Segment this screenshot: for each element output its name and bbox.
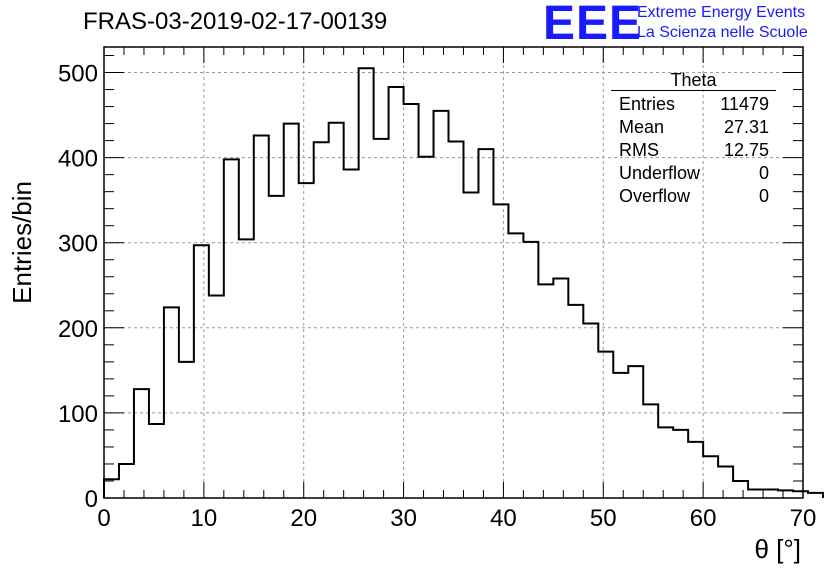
chart-title: FRAS-03-2019-02-17-00139 — [83, 8, 388, 35]
y-tick-label: 400 — [58, 146, 98, 173]
stats-row-underflow: Underflow 0 — [611, 162, 776, 185]
stats-value: 0 — [758, 186, 769, 206]
stats-row-overflow: Overflow 0 — [611, 185, 776, 208]
stats-value: 12.75 — [723, 140, 769, 160]
eee-caption-line-1: Extreme Energy Events — [637, 4, 806, 21]
axis-ticks — [103, 47, 804, 499]
x-tick-label: 30 — [390, 505, 417, 532]
stats-box: Theta Entries 11479 Mean 27.31 RMS 12.75… — [611, 70, 776, 208]
stats-row-mean: Mean 27.31 — [611, 116, 776, 139]
x-tick-label: 60 — [690, 505, 717, 532]
stats-value: 11479 — [720, 94, 769, 114]
y-tick-label: 0 — [85, 486, 98, 513]
y-tick-label: 100 — [58, 401, 98, 428]
x-tick-label: 40 — [490, 505, 517, 532]
x-tick-label: 0 — [97, 505, 110, 532]
stats-value: 0 — [758, 163, 769, 183]
stats-row-entries: Entries 11479 — [611, 93, 776, 116]
x-tick-label: 70 — [790, 505, 817, 532]
stats-label: Underflow — [619, 163, 701, 183]
y-tick-label: 300 — [58, 231, 98, 258]
x-tick-label: 50 — [590, 505, 617, 532]
grid-lines — [104, 47, 803, 498]
stats-value: 27.31 — [723, 117, 769, 137]
x-axis-title: θ [°] — [754, 534, 801, 564]
y-tick-label: 200 — [58, 316, 98, 343]
plot-frame — [103, 46, 804, 499]
y-axis-title: Entries/bin — [7, 181, 37, 304]
eee-caption-line-2: La Scienza nelle Scuole — [637, 24, 808, 41]
tick-labels: 0 10 20 30 40 50 60 70 0 100 200 300 400 500 — [58, 61, 816, 532]
x-tick-label: 10 — [191, 505, 218, 532]
stats-title: Theta — [670, 70, 717, 90]
eee-logo: EEE — [543, 0, 643, 50]
stats-label: Mean — [619, 117, 665, 137]
y-tick-label: 500 — [58, 61, 98, 88]
stats-label: Entries — [619, 94, 676, 114]
stats-label: Overflow — [619, 186, 691, 206]
eee-caption: Extreme Energy Events La Scienza nelle S… — [637, 3, 808, 43]
histogram-series — [103, 67, 824, 498]
x-tick-label: 20 — [290, 505, 317, 532]
stats-label: RMS — [619, 140, 659, 160]
stats-row-rms: RMS 12.75 — [611, 139, 776, 162]
stats-divider — [611, 90, 776, 91]
